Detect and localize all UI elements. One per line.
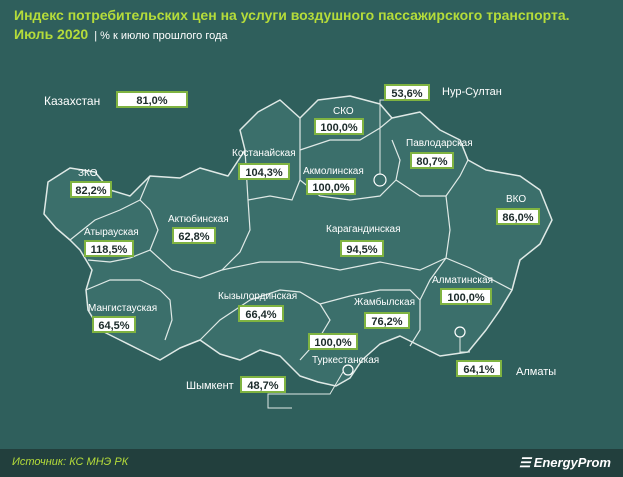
region-border-aktobe [149, 149, 251, 279]
region-zko-name: ЗКО [78, 168, 98, 179]
shymkent-leader [267, 371, 344, 409]
region-vko-value: 86,0% [496, 208, 540, 225]
region-karaganda-name: Карагандинская [326, 224, 401, 235]
region-kyzylorda-name: Кызылординская [218, 291, 298, 302]
region-border-karaganda [221, 257, 447, 271]
region-akmola-value: 100,0% [306, 178, 356, 195]
region-vko-name: ВКО [506, 194, 527, 205]
region-mangystau-name: Мангистауская [88, 303, 158, 314]
country-label: Казахстан [44, 94, 101, 108]
region-border-mangystau [85, 279, 173, 341]
region-mangystau-value: 64,5% [92, 316, 136, 333]
title-period: Июль 2020 [14, 26, 89, 42]
city-nur-sultan-value: 53,6% [384, 84, 430, 101]
region-atyrau-value: 118,5% [84, 240, 134, 257]
chart-title: Индекс потребительских цен на услуги воз… [14, 6, 570, 46]
region-border-zhambyl [319, 289, 421, 347]
region-zhambyl-value: 76,2% [364, 312, 410, 329]
city-nur-sultan-name: Нур-Султан [442, 86, 502, 98]
region-sko-value: 100,0% [314, 118, 364, 135]
region-turkestan-value: 100,0% [308, 333, 358, 350]
region-almaty-region-value: 100,0% [440, 288, 492, 305]
title-subtitle: | % к июлю прошлого года [94, 30, 228, 42]
region-pavlodar-value: 80,7% [410, 152, 454, 169]
brand-logo: ☰ EnergyProm [519, 455, 611, 471]
shymkent-marker [342, 364, 354, 376]
region-atyrau-name: Атырауская [84, 227, 139, 238]
region-turkestan-name: Туркестанская [312, 355, 380, 366]
region-kostanay-name: Костанайская [232, 148, 296, 159]
title-line-1: Индекс потребительских цен на услуги воз… [14, 7, 570, 23]
region-sko-name: СКО [333, 106, 354, 117]
region-zko-value: 82,2% [70, 181, 112, 198]
region-border-sko [299, 117, 393, 151]
region-pavlodar-name: Павлодарская [406, 138, 473, 149]
region-border-almaty [419, 257, 447, 301]
region-kyzylorda-value: 66,4% [238, 305, 284, 322]
region-almaty-region-name: Алматинская [432, 275, 493, 286]
region-border-zko [69, 175, 151, 241]
source-note: Источник: КС МНЭ РК [12, 456, 129, 468]
city-almaty-value: 64,1% [456, 360, 502, 377]
region-karaganda-value: 94,5% [340, 240, 384, 257]
title-line-2: Июль 2020 | % к июлю прошлого года [14, 25, 570, 46]
region-zhambyl-name: Жамбылская [354, 297, 415, 308]
region-kostanay-value: 104,3% [238, 163, 290, 180]
nur-sultan-leader [379, 99, 384, 174]
city-shymkent-name: Шымкент [186, 380, 234, 392]
footer: Источник: КС МНЭ РК ☰ EnergyProm [0, 449, 623, 477]
brand-name: EnergyProm [533, 455, 611, 470]
city-almaty-name: Алматы [516, 366, 557, 378]
region-akmola-name: Акмолинская [303, 166, 364, 177]
country-value: 81,0% [116, 91, 188, 108]
region-border-kostanay [247, 118, 301, 201]
energyprom-logo-icon: ☰ [519, 455, 531, 470]
city-shymkent-value: 48,7% [240, 376, 286, 393]
region-border-akmola [299, 139, 401, 201]
region-aktobe-value: 62,8% [172, 227, 216, 244]
almaty-leader [459, 337, 470, 353]
region-aktobe-name: Актюбинская [168, 214, 229, 225]
